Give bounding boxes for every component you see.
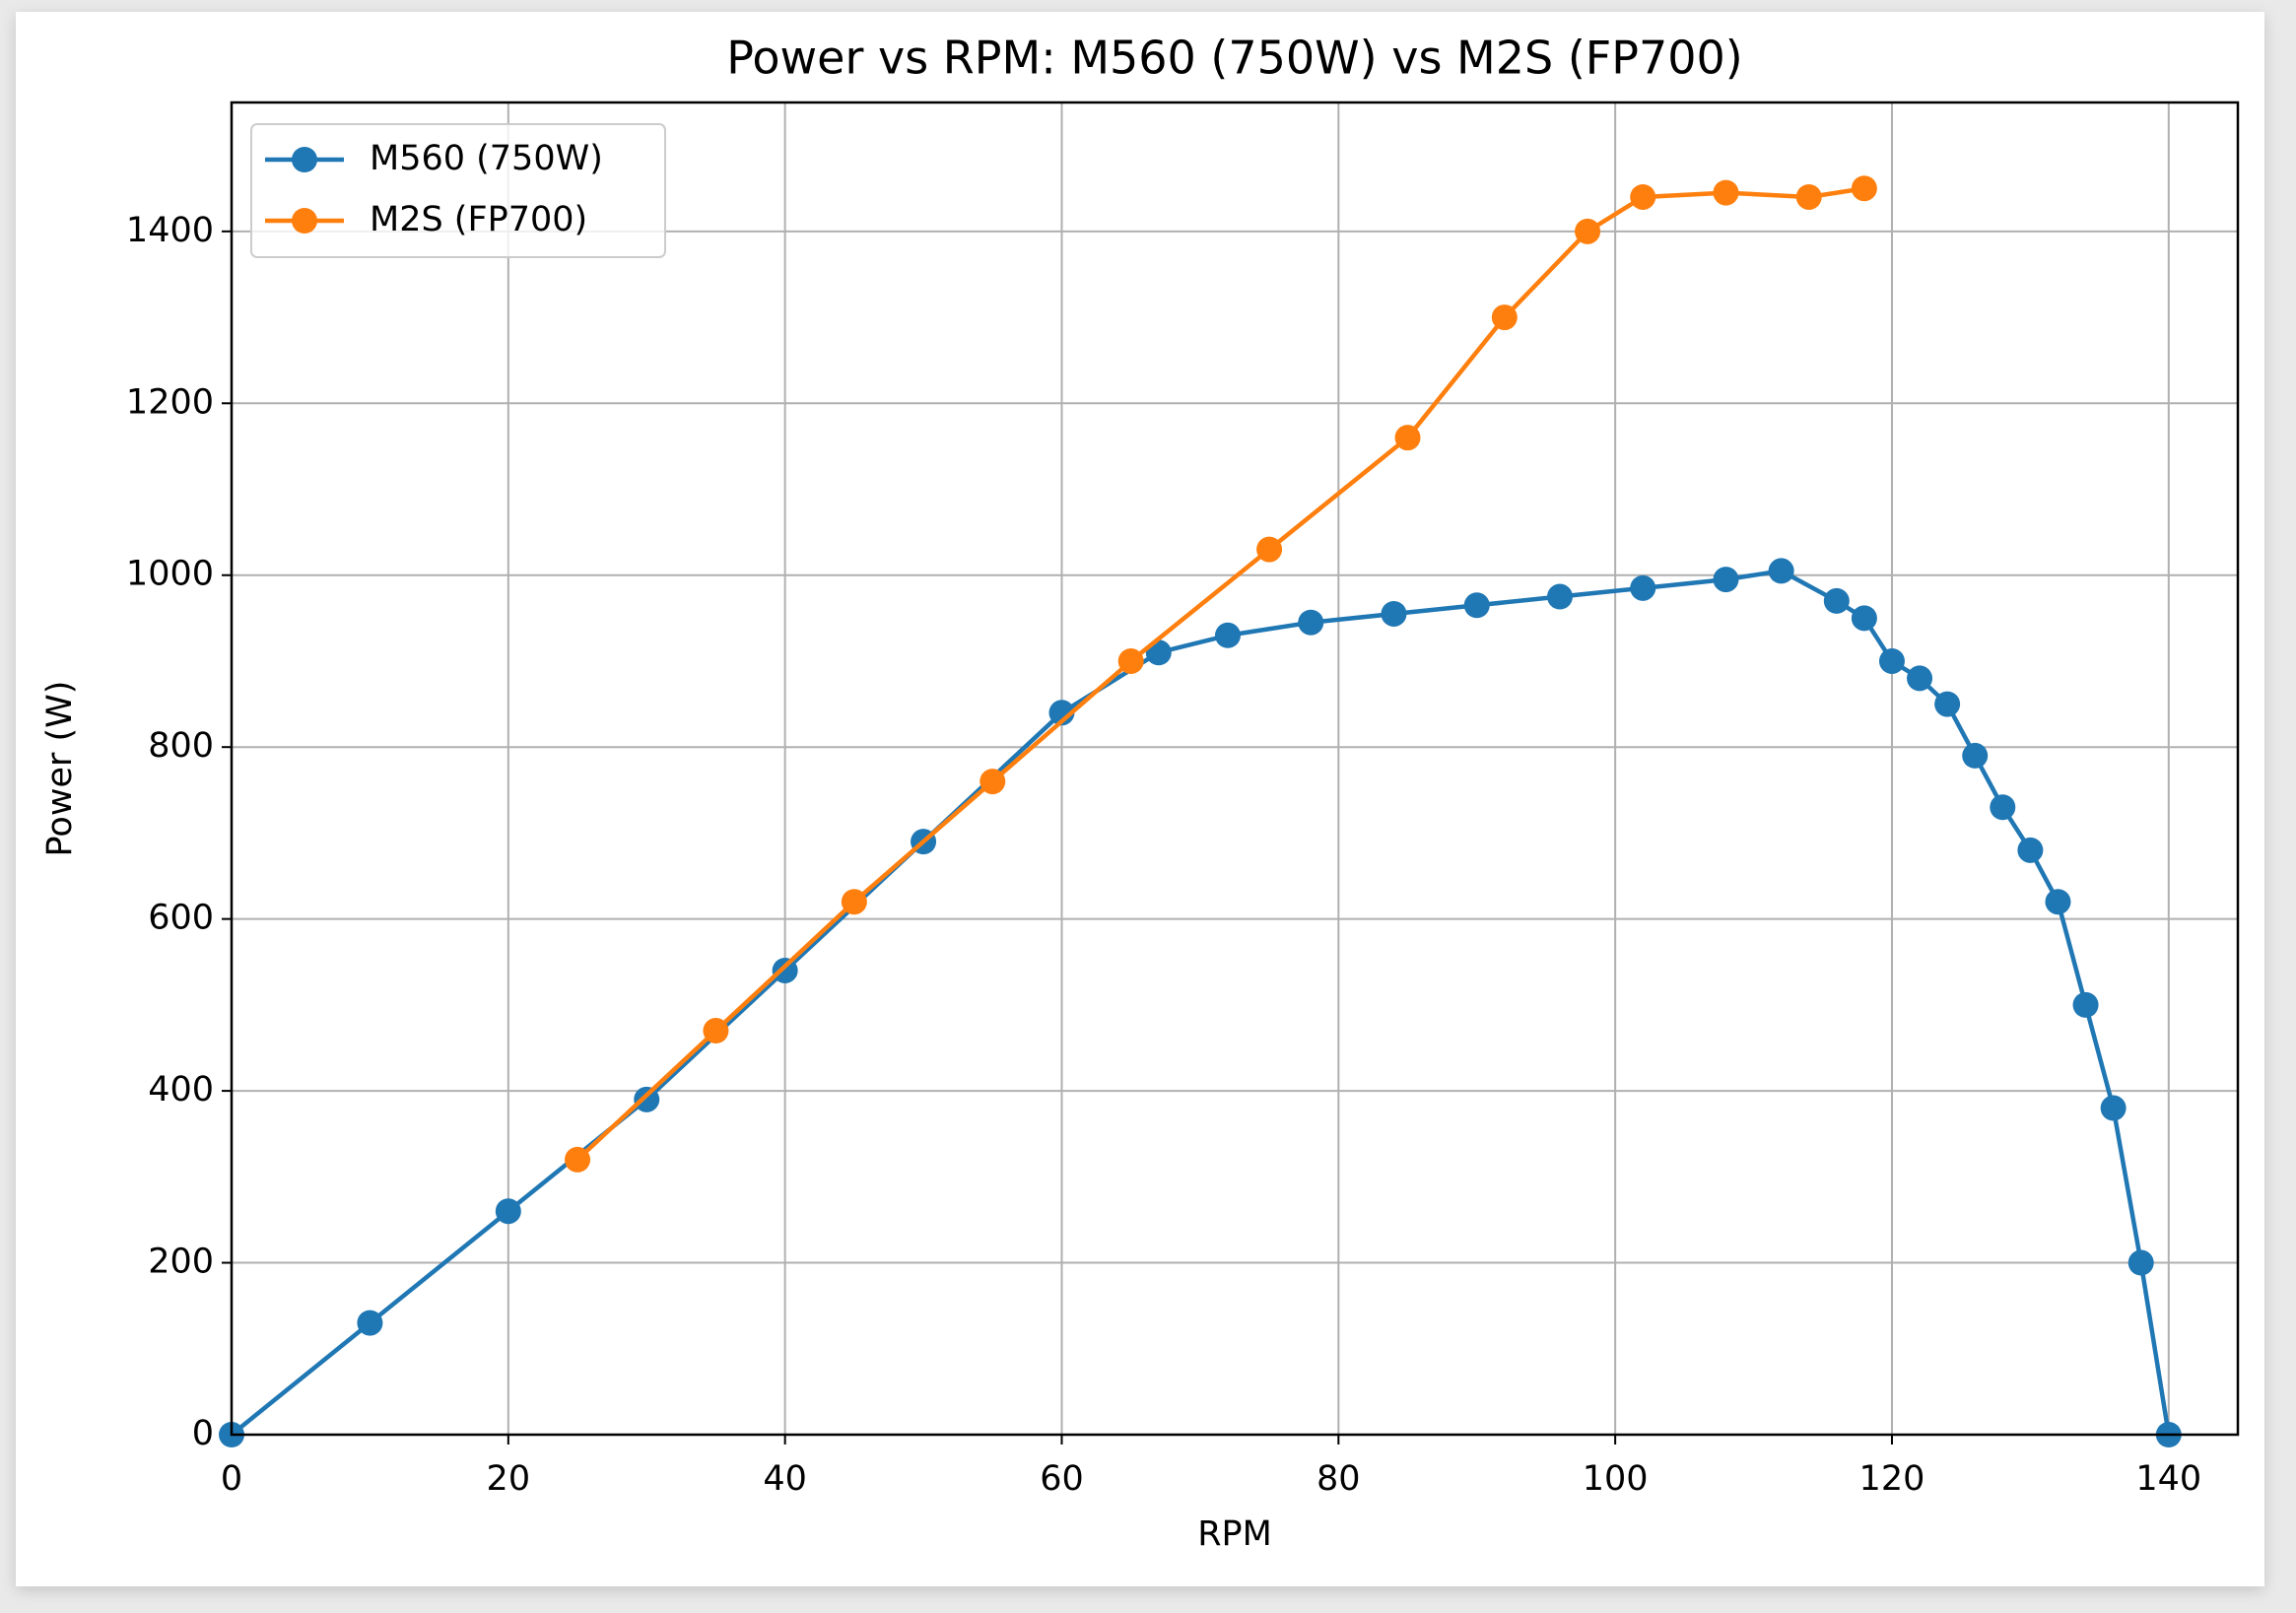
- data-point: [2127, 1249, 2154, 1276]
- y-tick-label: 1400: [126, 211, 214, 250]
- data-point: [1491, 304, 1518, 331]
- legend: M560 (750W) M2S (FP700): [250, 123, 666, 258]
- data-point: [565, 1146, 591, 1173]
- data-point: [495, 1198, 521, 1225]
- data-point: [1381, 600, 1407, 627]
- data-point: [1768, 558, 1794, 584]
- legend-label: M2S (FP700): [370, 200, 587, 239]
- data-point: [357, 1310, 383, 1336]
- data-point: [2072, 991, 2099, 1018]
- data-point: [772, 957, 798, 983]
- data-point: [1713, 179, 1739, 206]
- legend-box: [250, 123, 666, 258]
- legend-label: M560 (750W): [370, 139, 603, 178]
- data-point: [703, 1018, 729, 1044]
- x-tick-label: 120: [1859, 1459, 1925, 1499]
- card: [16, 12, 2264, 1586]
- x-tick-label: 140: [2135, 1459, 2201, 1499]
- data-point: [1463, 592, 1490, 619]
- x-tick-label: 0: [221, 1459, 242, 1499]
- data-point: [1934, 691, 1961, 717]
- y-tick-label: 400: [148, 1070, 214, 1109]
- data-point: [1823, 587, 1850, 614]
- data-point: [841, 889, 867, 915]
- x-tick-label: 100: [1583, 1459, 1649, 1499]
- y-tick-label: 1000: [126, 555, 214, 594]
- data-point: [1878, 647, 1905, 674]
- y-tick-label: 1200: [126, 382, 214, 422]
- x-tick-label: 80: [1317, 1459, 1361, 1499]
- data-point: [2045, 889, 2071, 915]
- data-point: [1630, 183, 1656, 210]
- y-tick-label: 600: [148, 899, 214, 938]
- data-point: [1990, 794, 2016, 821]
- data-point: [1546, 583, 1573, 610]
- data-point: [1256, 536, 1283, 563]
- data-point: [1630, 574, 1656, 601]
- y-tick-label: 200: [148, 1243, 214, 1282]
- data-point: [979, 769, 1006, 795]
- x-tick-label: 20: [487, 1459, 531, 1499]
- chart-title: Power vs RPM: M560 (750W) vs M2S (FP700): [726, 32, 1742, 85]
- y-axis-label: Power (W): [40, 681, 80, 857]
- data-point: [1575, 218, 1601, 244]
- data-point: [1713, 567, 1739, 593]
- data-point: [1962, 742, 1989, 769]
- data-point: [2100, 1095, 2127, 1121]
- series-line: [575, 186, 1865, 1162]
- data-point: [1394, 425, 1421, 451]
- plot-frame: [230, 101, 2240, 1437]
- legend-marker: [292, 147, 317, 172]
- data-point: [1851, 605, 1877, 632]
- data-point: [1298, 609, 1324, 636]
- data-point: [2017, 837, 2044, 863]
- y-tick-label: 0: [192, 1414, 214, 1453]
- data-point: [1851, 175, 1877, 202]
- data-point: [1048, 700, 1075, 726]
- data-point: [1214, 622, 1241, 648]
- x-tick-label: 60: [1040, 1459, 1084, 1499]
- data-point: [1117, 647, 1144, 674]
- data-point: [1795, 183, 1822, 210]
- series-line: [230, 569, 2172, 1437]
- data-point: [1907, 665, 1933, 692]
- data-point: [634, 1086, 660, 1112]
- x-axis-label: RPM: [1197, 1514, 1272, 1554]
- x-tick-label: 40: [763, 1459, 807, 1499]
- y-tick-label: 800: [148, 726, 214, 766]
- legend-marker: [292, 208, 317, 234]
